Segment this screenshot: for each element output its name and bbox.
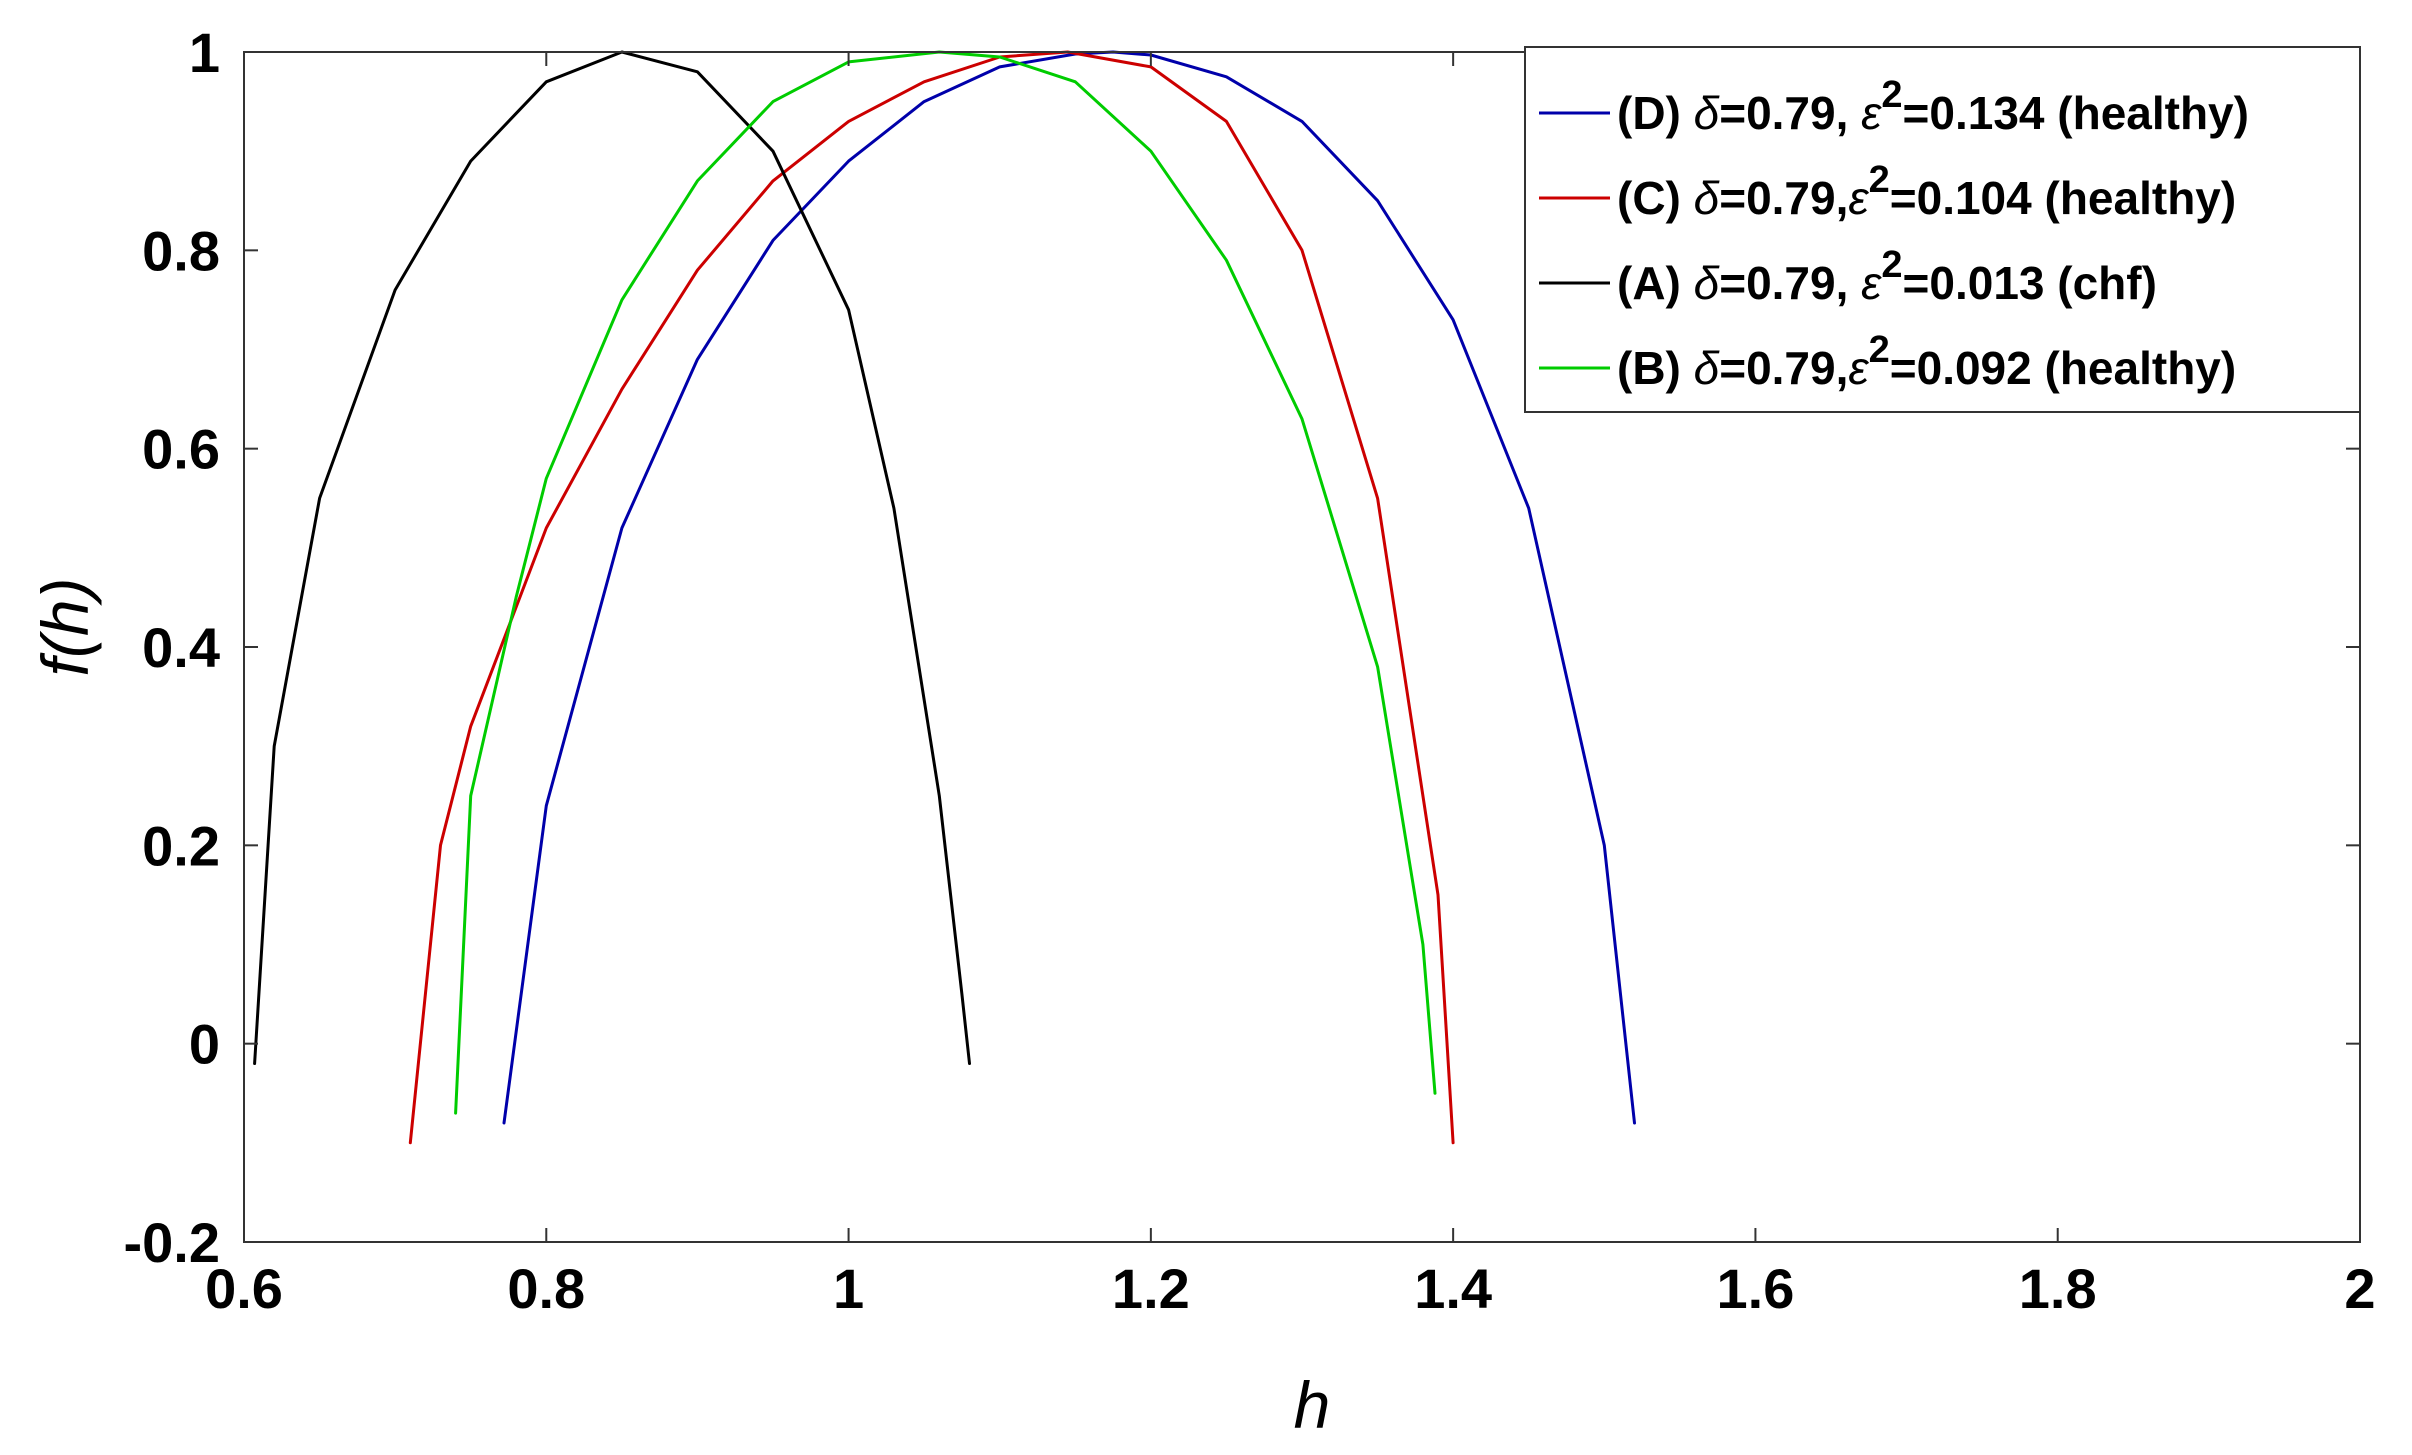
legend-entry-D: (D) δ=0.79, ε2=0.134 (healthy): [1617, 74, 2249, 139]
x-axis-label: h: [1294, 1368, 1331, 1442]
x-axis: 0.6 0.8 1 1.2 1.4 1.6 1.8 2: [205, 52, 2376, 1320]
legend-entry-A: (A) δ=0.79, ε2=0.013 (chf): [1617, 244, 2157, 309]
x-tick-label: 1.6: [1716, 1257, 1794, 1320]
y-tick-label: 1: [189, 21, 220, 84]
x-tick-label: 1.2: [1112, 1257, 1190, 1320]
y-tick-label: 0.6: [142, 418, 220, 481]
y-tick-label: -0.2: [124, 1211, 221, 1274]
x-tick-label: 1: [833, 1257, 864, 1320]
y-tick-label: 0: [189, 1013, 220, 1076]
y-axis: -0.2 0 0.2 0.4 0.6 0.8 1: [124, 21, 2360, 1274]
legend-entry-C: (C) δ=0.79,ε2=0.104 (healthy): [1617, 159, 2236, 224]
x-tick-label: 2: [2344, 1257, 2375, 1320]
x-tick-label: 1.8: [2019, 1257, 2097, 1320]
y-tick-label: 0.4: [142, 616, 220, 679]
legend-entry-B: (B) δ=0.79,ε2=0.092 (healthy): [1617, 329, 2236, 394]
series-line-A: [253, 50, 971, 1065]
y-tick-label: 0.8: [142, 219, 220, 282]
y-axis-label: f(h): [28, 578, 102, 677]
legend: (D) δ=0.79, ε2=0.134 (healthy) (C) δ=0.79…: [1524, 46, 2361, 413]
x-tick-label: 1.4: [1414, 1257, 1492, 1320]
x-tick-label: 0.8: [507, 1257, 585, 1320]
legend-box: [1524, 46, 2361, 413]
y-tick-label: 0.2: [142, 814, 220, 877]
x-tick-label: 0.6: [205, 1257, 283, 1320]
series-line-C: [408, 50, 1455, 1145]
